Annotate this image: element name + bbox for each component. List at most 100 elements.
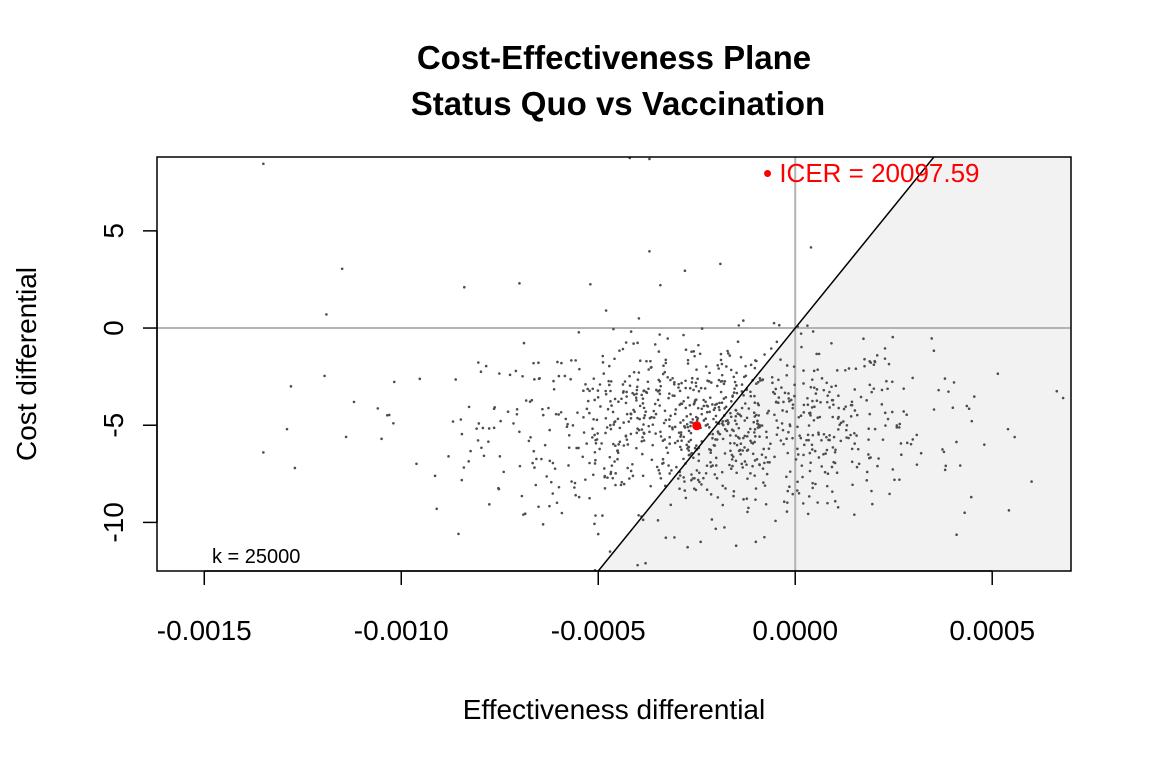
- simulation-point: [709, 448, 713, 452]
- simulation-point: [521, 374, 524, 378]
- simulation-point: [712, 408, 716, 412]
- simulation-point: [492, 426, 496, 430]
- simulation-point: [515, 412, 519, 416]
- simulation-point: [723, 427, 727, 431]
- simulation-point: [895, 424, 899, 427]
- simulation-point: [702, 419, 706, 422]
- simulation-point: [548, 428, 551, 432]
- simulation-point: [551, 492, 555, 495]
- simulation-point: [762, 481, 765, 484]
- simulation-point: [767, 409, 770, 413]
- simulation-point: [782, 500, 786, 503]
- simulation-point: [671, 427, 674, 431]
- simulation-point: [773, 455, 776, 459]
- simulation-point: [648, 430, 651, 434]
- simulation-point: [713, 473, 717, 476]
- simulation-point: [828, 390, 831, 394]
- simulation-point: [745, 449, 749, 452]
- simulation-point: [719, 358, 723, 362]
- simulation-point: [814, 392, 818, 395]
- simulation-point: [628, 384, 632, 387]
- simulation-point: [614, 444, 617, 448]
- simulation-point: [644, 390, 648, 394]
- simulation-point: [811, 481, 814, 485]
- simulation-point: [515, 407, 519, 411]
- simulation-point: [881, 438, 885, 441]
- simulation-point: [604, 431, 607, 435]
- simulation-point: [812, 386, 816, 389]
- simulation-point: [673, 380, 676, 384]
- simulation-point: [727, 421, 730, 424]
- simulation-point: [687, 453, 691, 457]
- simulation-point: [823, 470, 827, 474]
- simulation-point: [867, 453, 870, 456]
- simulation-point: [582, 389, 585, 393]
- simulation-point: [679, 402, 683, 406]
- simulation-point: [870, 489, 873, 493]
- simulation-point: [635, 399, 638, 402]
- simulation-point: [747, 407, 751, 410]
- simulation-point: [728, 354, 732, 357]
- simulation-point: [564, 417, 568, 421]
- simulation-point: [631, 462, 634, 466]
- simulation-point: [636, 416, 639, 420]
- simulation-point: [720, 362, 724, 366]
- simulation-point: [677, 382, 681, 386]
- simulation-point: [807, 495, 811, 498]
- simulation-point: [534, 483, 538, 487]
- simulation-point: [758, 463, 761, 467]
- simulation-point: [714, 456, 718, 460]
- simulation-point: [697, 389, 701, 393]
- simulation-point: [742, 498, 745, 501]
- simulation-point: [865, 479, 869, 482]
- simulation-point: [678, 487, 681, 490]
- simulation-point: [833, 499, 837, 503]
- simulation-point: [502, 470, 505, 474]
- simulation-point: [533, 466, 536, 469]
- simulation-point: [686, 362, 690, 365]
- simulation-point: [735, 443, 739, 447]
- simulation-point: [749, 394, 753, 398]
- simulation-point: [540, 457, 543, 461]
- simulation-point: [352, 400, 356, 404]
- simulation-point: [868, 360, 871, 363]
- simulation-point: [609, 389, 612, 393]
- simulation-point: [797, 416, 801, 419]
- simulation-point: [863, 364, 866, 368]
- simulation-point: [735, 384, 738, 387]
- simulation-point: [785, 437, 788, 441]
- y-tick-label: -10: [98, 502, 129, 542]
- simulation-point: [563, 374, 567, 378]
- simulation-point: [721, 419, 725, 423]
- simulation-point: [694, 415, 698, 419]
- simulation-point: [692, 456, 695, 460]
- simulation-point: [822, 452, 825, 456]
- simulation-point: [733, 419, 737, 422]
- simulation-point: [832, 460, 835, 464]
- simulation-point: [553, 467, 557, 470]
- simulation-point: [871, 502, 874, 506]
- simulation-point: [774, 387, 778, 391]
- simulation-point: [807, 424, 811, 427]
- y-axis: -10 -5 0 5: [98, 223, 158, 543]
- simulation-point: [826, 472, 830, 476]
- simulation-point: [845, 428, 848, 432]
- simulation-point: [549, 480, 553, 484]
- simulation-point: [887, 362, 891, 366]
- simulation-point: [810, 443, 814, 447]
- simulation-point: [477, 422, 481, 425]
- simulation-point: [705, 464, 709, 467]
- simulation-point: [774, 400, 778, 404]
- simulation-point: [969, 495, 973, 499]
- simulation-point: [582, 415, 585, 419]
- simulation-point: [754, 382, 758, 386]
- simulation-point: [392, 421, 395, 425]
- simulation-point: [771, 381, 774, 385]
- simulation-point: [704, 424, 708, 427]
- simulation-point: [705, 488, 709, 492]
- simulation-point: [604, 309, 608, 312]
- simulation-point: [668, 418, 671, 421]
- simulation-point: [677, 386, 680, 389]
- simulation-point: [688, 386, 692, 390]
- simulation-point: [725, 429, 729, 433]
